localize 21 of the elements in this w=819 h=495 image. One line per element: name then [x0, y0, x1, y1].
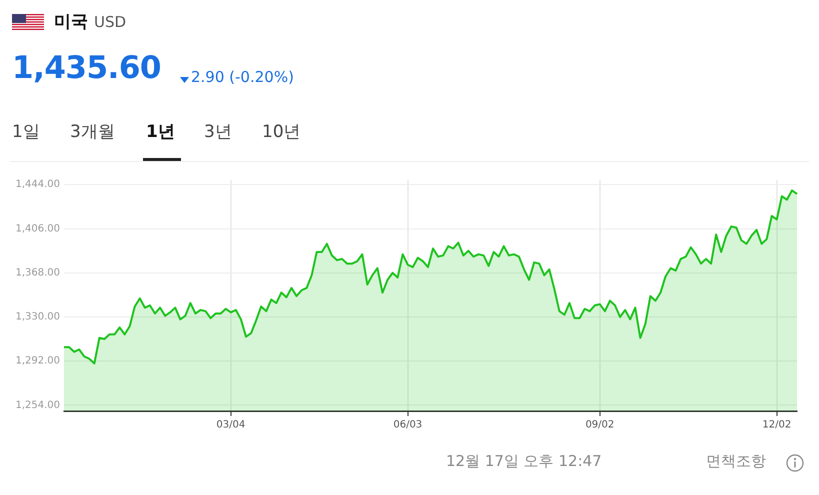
x-tick-label: 03/04 — [216, 420, 246, 431]
y-tick-label: 1,254.00 — [15, 400, 60, 411]
text: 2.90 (-0.20%) — [191, 68, 294, 86]
x-tick-label: 12/02 — [762, 420, 792, 431]
y-tick-label: 1,406.00 — [15, 223, 60, 234]
text: 3개월 — [70, 121, 115, 143]
text: 1일 — [12, 121, 40, 143]
text: 10년 — [262, 121, 301, 143]
text: 3년 — [204, 121, 232, 143]
x-tick-label: 09/02 — [585, 420, 614, 431]
y-tick-label: 1,330.00 — [15, 312, 60, 323]
y-tick-label: 1,444.00 — [15, 179, 60, 190]
text: 1,435.60 — [12, 50, 161, 86]
chart-subtitle: USD — [94, 13, 126, 31]
x-tick-label: 06/03 — [393, 420, 422, 431]
text: 면책조항 — [706, 452, 766, 471]
y-tick-label: 1,292.00 — [15, 356, 60, 367]
text: 12월 17일 오후 12:47 — [446, 452, 602, 471]
text: 1년 — [146, 121, 175, 143]
chart-title: 미국 — [54, 11, 88, 33]
y-tick-label: 1,368.00 — [15, 267, 60, 278]
